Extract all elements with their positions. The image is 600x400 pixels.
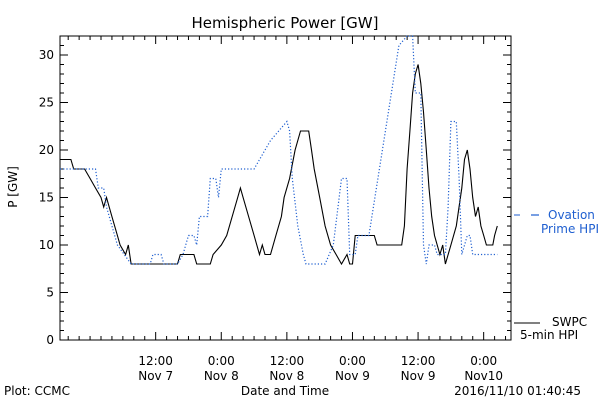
x-tick-label-time: 12:00 bbox=[401, 354, 436, 368]
legend-ovation-label-1: Ovation bbox=[548, 208, 595, 222]
plot-frame bbox=[59, 35, 512, 341]
x-tick-label-date: Nov 9 bbox=[401, 369, 436, 383]
y-tick-label: 10 bbox=[39, 238, 54, 252]
y-tick-label: 15 bbox=[39, 191, 54, 205]
y-tick-label: 30 bbox=[39, 48, 54, 62]
x-tick-label-time: 0:00 bbox=[339, 354, 366, 368]
chart-title: Hemispheric Power [GW] bbox=[192, 14, 379, 32]
series-line-swpc bbox=[60, 64, 498, 266]
x-tick-label-date: Nov10 bbox=[464, 369, 503, 383]
series-layer bbox=[60, 35, 498, 266]
x-tick-label-date: Nov 8 bbox=[269, 369, 304, 383]
x-tick-label-date: Nov 9 bbox=[335, 369, 370, 383]
legend-swpc-label-2: 5-min HPI bbox=[520, 328, 578, 342]
x-tick-label-time: 0:00 bbox=[470, 354, 497, 368]
y-tick-label: 20 bbox=[39, 143, 54, 157]
plot-timestamp: 2016/11/10 01:40:45 bbox=[454, 384, 581, 398]
x-tick-label-time: 0:00 bbox=[208, 354, 235, 368]
x-tick-label-time: 12:00 bbox=[138, 354, 173, 368]
plot-source: Plot: CCMC bbox=[4, 384, 70, 398]
x-tick-label-date: Nov 8 bbox=[204, 369, 239, 383]
x-tick-label-date: Nov 7 bbox=[138, 369, 173, 383]
y-tick-label: 5 bbox=[46, 286, 54, 300]
y-tick-label: 0 bbox=[46, 333, 54, 347]
y-axis-label: P [GW] bbox=[6, 166, 20, 208]
x-axis-label: Date and Time bbox=[241, 384, 329, 398]
y-tick-label: 25 bbox=[39, 96, 54, 110]
series-line-ovation bbox=[60, 35, 498, 265]
x-tick-label-time: 12:00 bbox=[270, 354, 305, 368]
legend-ovation-label-2: Prime HPI bbox=[541, 222, 599, 236]
legend-swpc-label-1: SWPC bbox=[552, 315, 587, 329]
